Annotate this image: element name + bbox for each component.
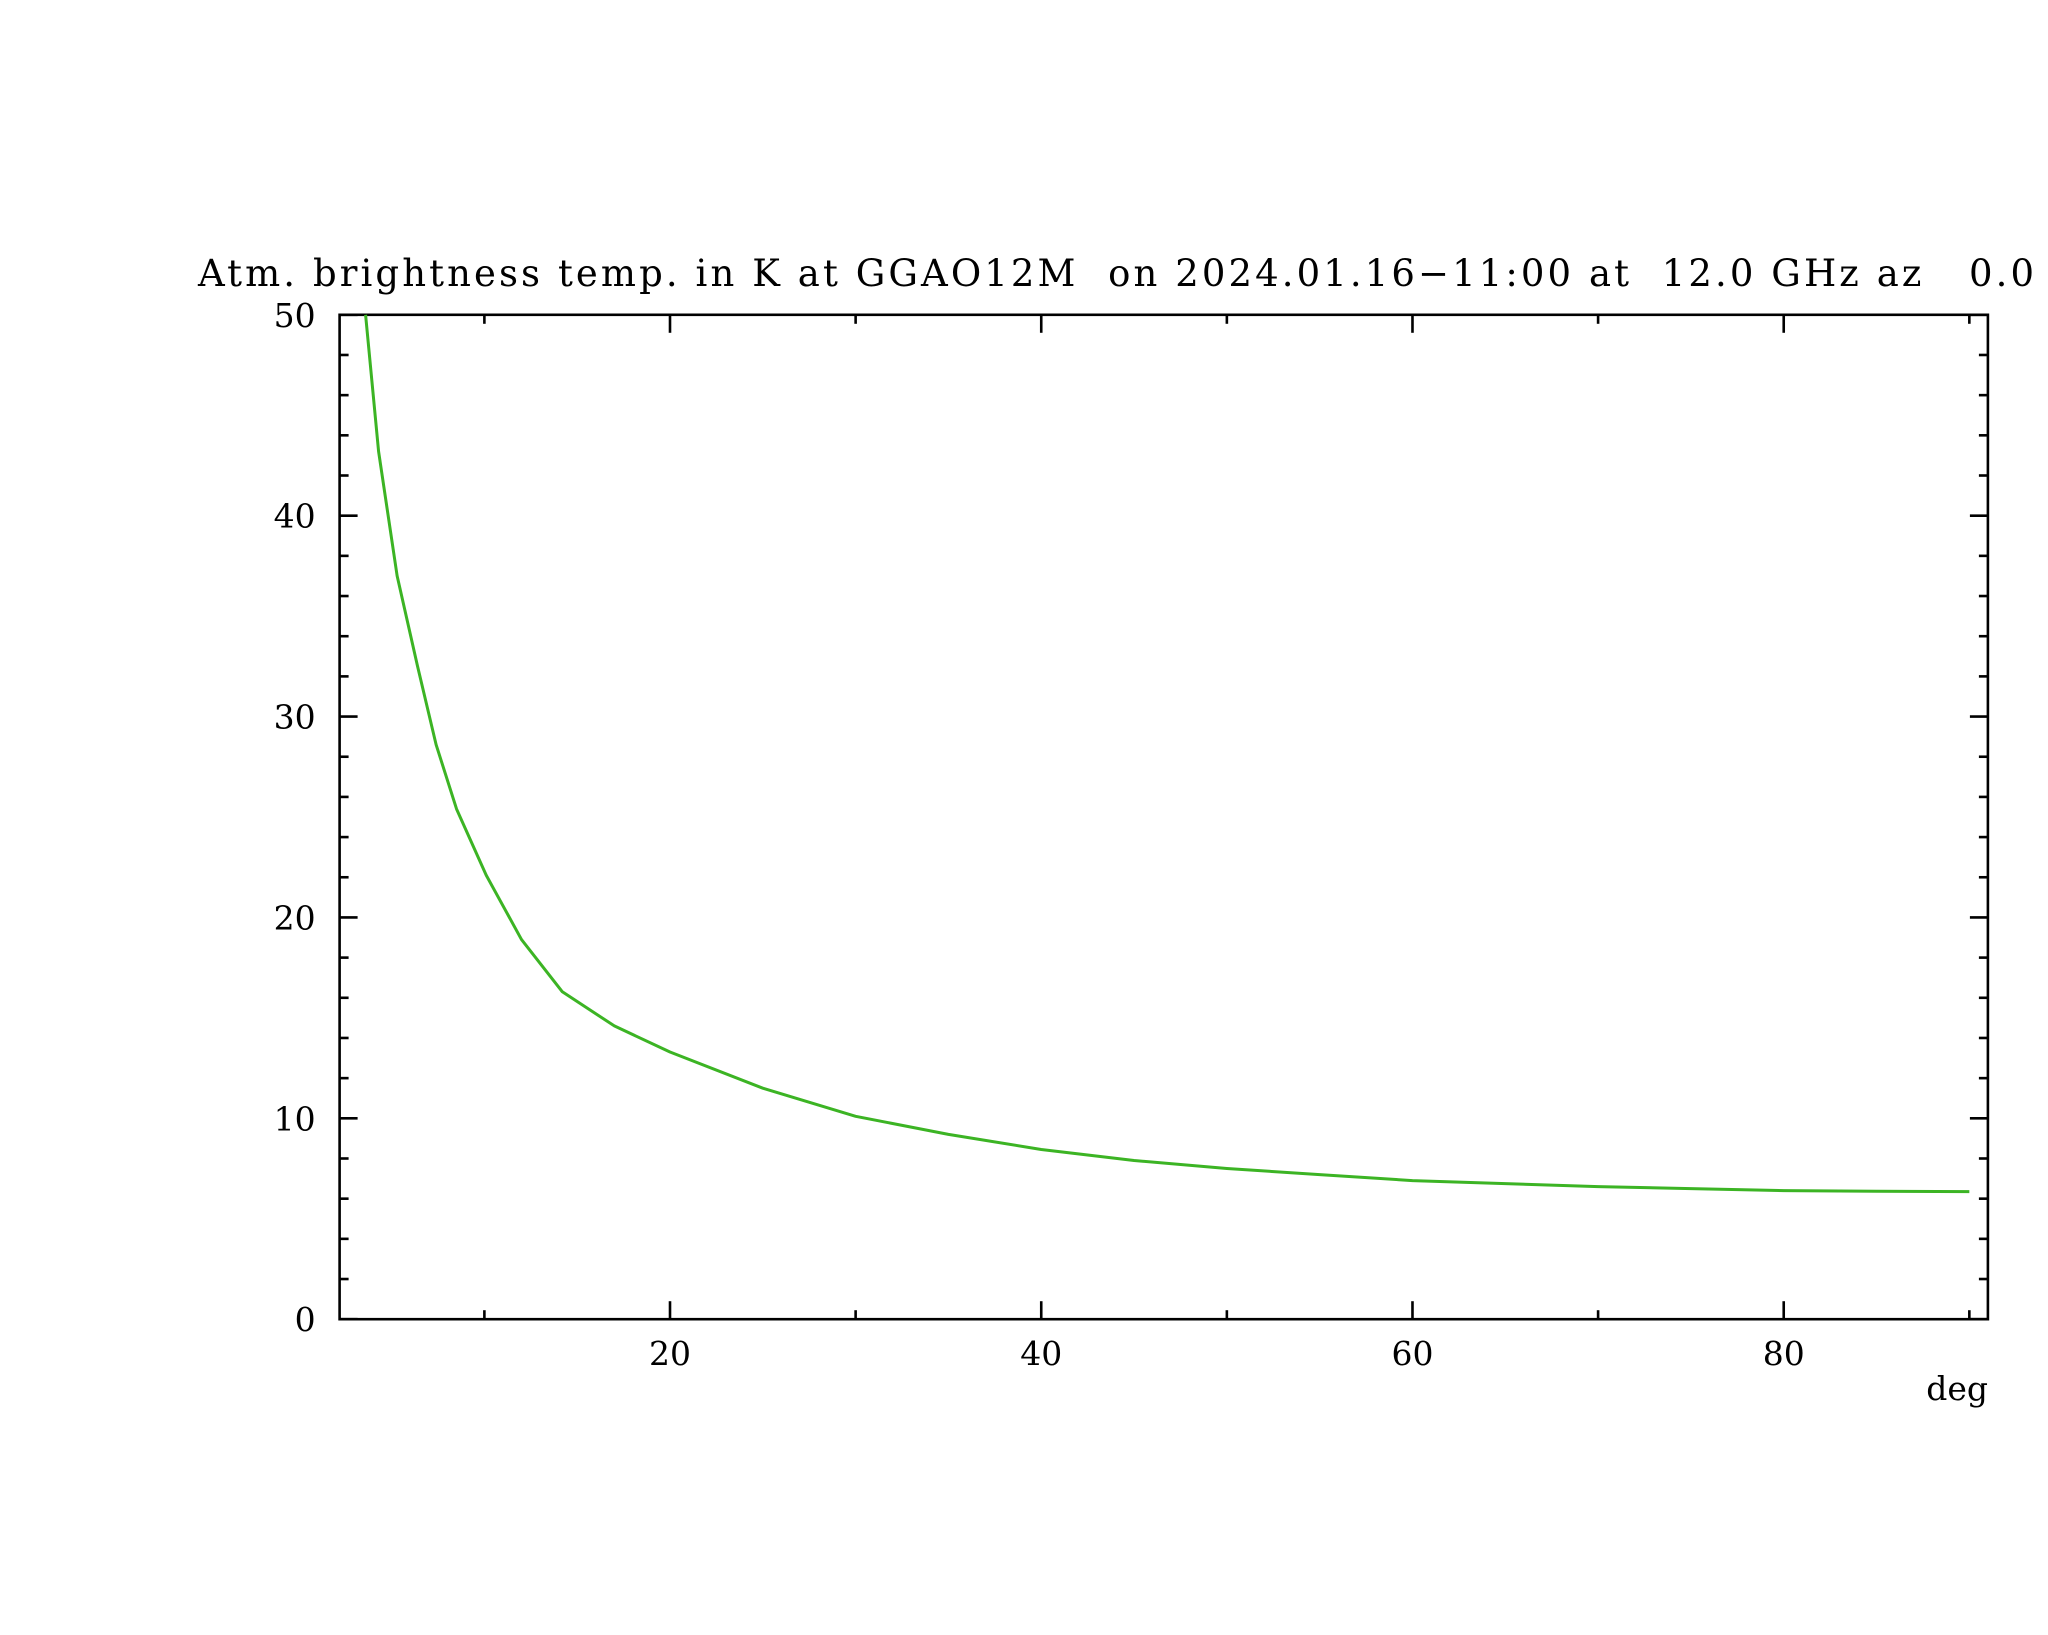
x-tick-label: 80 [1763,1334,1805,1373]
data-line [364,314,1970,1194]
y-tick-label: 50 [274,296,316,335]
x-tick-label: 40 [1020,1334,1062,1373]
x-tick-label: 60 [1391,1334,1433,1373]
y-tick-label: 10 [274,1099,316,1138]
plot-frame [338,313,1990,1321]
y-tick-label: 30 [274,698,316,737]
x-axis-label: deg [1926,1369,1988,1408]
y-tick-label: 40 [274,497,316,536]
x-tick-label: 20 [649,1334,691,1373]
y-tick-label: 0 [295,1300,316,1339]
y-tick-label: 20 [274,898,316,937]
